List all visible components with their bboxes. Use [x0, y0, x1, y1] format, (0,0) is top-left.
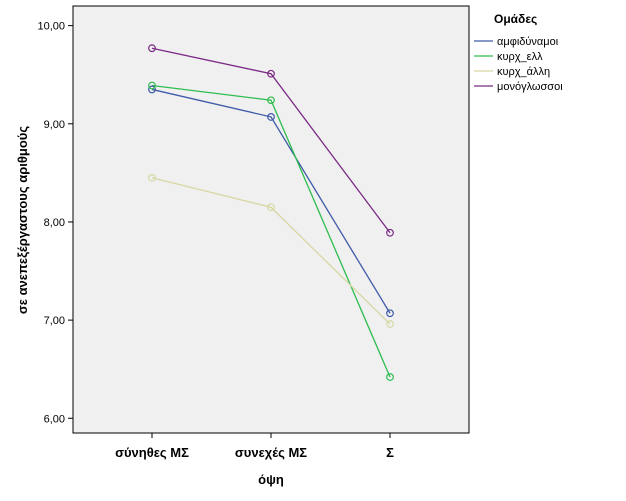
legend-label: κυρχ_ελλ	[497, 51, 543, 63]
x-tick-label: σύνηθες ΜΣ	[115, 445, 189, 460]
y-tick-label: 7,00	[44, 315, 65, 327]
y-axis-title: σε ανεπεξέργαστους αριθμούς	[15, 126, 30, 314]
y-tick-label: 8,00	[44, 217, 65, 229]
x-axis: σύνηθες ΜΣ συνεχές ΜΣ Σ	[115, 433, 394, 460]
data-point	[148, 85, 156, 94]
series-line	[151, 177, 391, 325]
y-axis: 6,00 7,00 8,00 9,00 10,00	[37, 21, 73, 425]
data-point	[386, 373, 394, 381]
x-axis-title: όψη	[258, 472, 284, 487]
data-point	[267, 96, 275, 105]
series-points	[148, 44, 394, 381]
legend-label: μονόγλωσσοι	[497, 81, 563, 93]
y-tick-label: 10,00	[37, 21, 65, 33]
legend-title: Ομάδες	[494, 12, 537, 26]
legend-label: αμφιδύναμοι	[497, 36, 559, 48]
data-point	[267, 203, 275, 212]
y-tick-label: 9,00	[44, 119, 65, 131]
series-line	[151, 47, 391, 234]
data-point	[267, 69, 275, 78]
legend-label: κυρχ_άλλη	[497, 66, 550, 78]
data-point	[148, 44, 156, 53]
series-lines	[151, 47, 391, 378]
data-point	[386, 309, 394, 318]
data-point	[148, 173, 156, 182]
x-tick-label: συνεχές ΜΣ	[235, 445, 307, 460]
data-point	[386, 320, 394, 328]
data-point	[267, 113, 275, 121]
x-tick-label: Σ	[386, 445, 394, 460]
y-tick-label: 6,00	[44, 413, 65, 425]
series-line	[151, 88, 391, 314]
data-point	[386, 228, 394, 237]
data-point	[148, 81, 156, 90]
legend: αμφιδύναμοι κυρχ_ελλ κυρχ_άλλη μονόγλωσσοι	[474, 36, 563, 93]
